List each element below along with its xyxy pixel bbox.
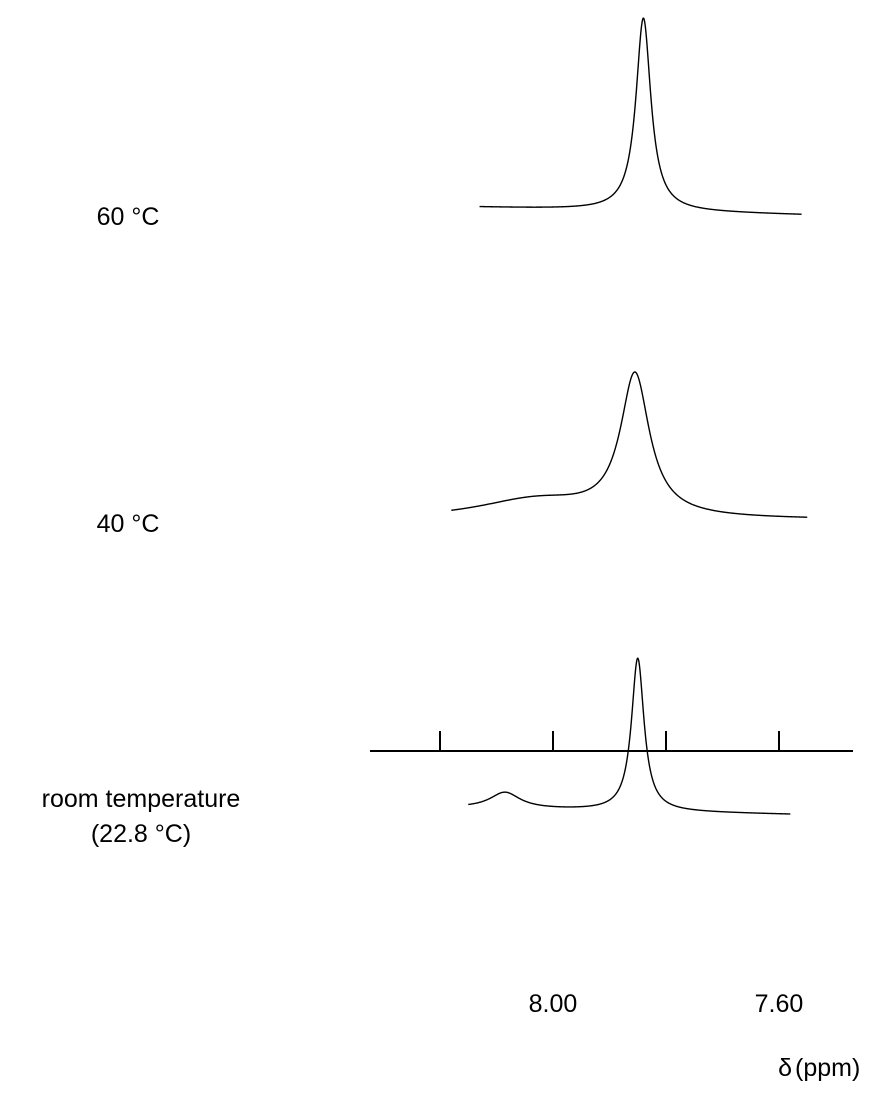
series-label-60c: 60 °C (97, 203, 160, 231)
x-axis-label-unit: (ppm) (795, 1054, 860, 1082)
x-axis-ticks (439, 731, 780, 751)
spectrum-trace-60c (479, 17, 802, 215)
series-label-40c: 40 °C (97, 510, 160, 538)
x-axis-tick-labels: 8.00 7.60 (529, 990, 804, 1018)
series-label-room-temperature: room temperature (42, 785, 241, 813)
spectra-group (451, 17, 808, 815)
series-label-room-temperature-value: (22.8 °C) (91, 820, 191, 848)
x-tick-label: 8.00 (529, 990, 578, 1018)
x-axis: 8.00 7.60 δ (ppm) (370, 731, 860, 1082)
x-tick-label: 7.60 (755, 990, 804, 1018)
x-axis-label-symbol: δ (778, 1054, 792, 1082)
series-labels: 60 °C 40 °C room temperature (22.8 °C) (42, 203, 241, 848)
spectrum-trace-40c (451, 371, 808, 518)
spectrum-trace-room-temperature (468, 657, 791, 815)
